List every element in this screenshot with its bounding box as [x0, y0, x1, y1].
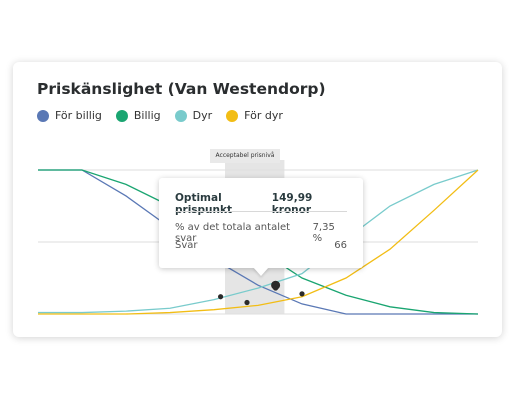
optimal-price-point: [271, 280, 281, 290]
tooltip-pointer: [253, 267, 269, 276]
tooltip-row-value: 7,35 %: [312, 222, 335, 244]
tooltip-row-value: 66: [334, 240, 347, 251]
tooltip-heading-value: 149,99 kronor: [271, 192, 313, 216]
intersection-point-0: [218, 294, 224, 300]
legend-swatch: [226, 109, 239, 122]
legend: För billig Billig Dyr För dyr: [37, 109, 283, 122]
intersection-point-3: [299, 291, 305, 297]
legend-item-for-billig[interactable]: För billig: [37, 109, 102, 122]
chart-card: Priskänslighet (Van Westendorp) För bill…: [13, 62, 502, 337]
tooltip-row-percent: % av det totala antalet svar 7,35 %: [175, 222, 347, 244]
tooltip-divider: [175, 211, 347, 212]
legend-label: Billig: [133, 109, 161, 122]
legend-item-for-dyr[interactable]: För dyr: [226, 109, 283, 122]
legend-label: Dyr: [192, 109, 213, 122]
legend-label: För dyr: [244, 109, 283, 122]
series-line-0: [38, 169, 478, 315]
legend-swatch: [37, 109, 49, 122]
tooltip-header: Optimal prispunkt 149,99 kronor: [175, 192, 347, 216]
intersection-point-1: [244, 299, 250, 306]
legend-swatch: [174, 109, 187, 122]
tooltip-row-answers: Svar 66: [175, 240, 347, 251]
tooltip-row-label: % av det totala antalet svar: [175, 222, 291, 244]
legend-item-dyr[interactable]: Dyr: [174, 109, 213, 122]
legend-item-billig[interactable]: Billig: [115, 109, 161, 122]
legend-swatch: [115, 109, 128, 122]
tooltip-row-label: Svar: [175, 240, 198, 251]
chart-title: Priskänslighet (Van Westendorp): [37, 80, 326, 98]
tooltip-heading: Optimal prispunkt: [175, 192, 233, 216]
accepted-range-label: Acceptabel prisnivå: [210, 149, 280, 163]
legend-label: För billig: [55, 109, 102, 122]
optimal-price-tooltip: Optimal prispunkt 149,99 kronor % av det…: [159, 178, 363, 268]
series-line-3: [38, 169, 479, 315]
series-line-2: [38, 169, 479, 314]
